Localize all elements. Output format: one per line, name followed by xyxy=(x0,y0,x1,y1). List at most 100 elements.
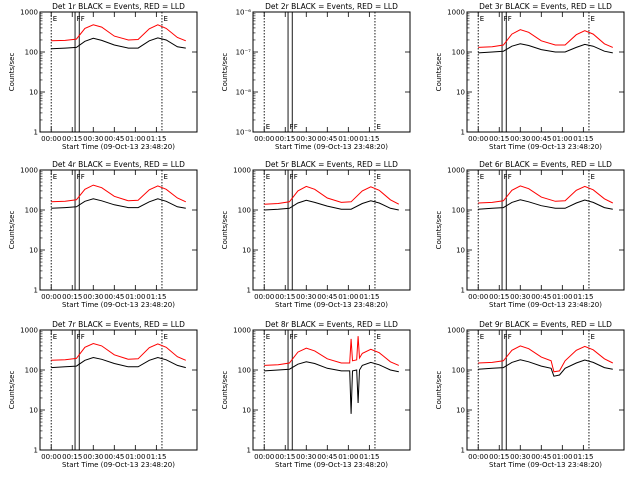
panel-title: Det 5r BLACK = Events, RED = LLD xyxy=(265,160,398,169)
x-tick-label: 00:45 xyxy=(531,135,551,143)
y-tick-label: 1 xyxy=(247,287,251,295)
y-tick-label: 1000 xyxy=(20,167,38,175)
y-axis-label: Counts/sec xyxy=(221,53,229,92)
y-tick-label: 1000 xyxy=(447,167,465,175)
x-tick-label: 00:30 xyxy=(83,293,103,301)
x-tick-label: 00:00 xyxy=(254,135,274,143)
y-tick-label: 1 xyxy=(34,287,38,295)
y-tick-label: 10 xyxy=(29,407,38,415)
marker-label: F xyxy=(504,333,508,341)
marker-label: E xyxy=(266,173,270,181)
x-tick-label: 01:00 xyxy=(338,453,358,461)
marker-label: E xyxy=(376,123,380,131)
y-axis-label: Counts/sec xyxy=(435,211,443,250)
x-tick-label: 01:00 xyxy=(338,293,358,301)
x-tick-label: 00:15 xyxy=(275,293,295,301)
x-tick-label: 00:15 xyxy=(489,135,509,143)
series-lld-line xyxy=(51,342,186,361)
x-tick-label: 00:30 xyxy=(296,453,316,461)
y-axis-label: Counts/sec xyxy=(435,53,443,92)
series-events-line xyxy=(264,361,399,414)
x-tick-label: 00:00 xyxy=(468,293,488,301)
y-tick-label: 10⁻⁶ xyxy=(236,9,252,17)
marker-label: E xyxy=(163,333,167,341)
x-tick-label: 01:15 xyxy=(359,135,379,143)
x-tick-label: 00:15 xyxy=(62,293,82,301)
x-tick-label: 00:30 xyxy=(296,293,316,301)
y-axis-label: Counts/sec xyxy=(221,371,229,410)
chart-panel-9: Det 9r BLACK = Events, RED = LLD 1 10 100 10… xyxy=(435,320,625,469)
chart-panel-8: Det 8r BLACK = Events, RED = LLD 1 10 100 10… xyxy=(221,320,411,469)
x-axis-label: Start Time (09-Oct-13 23:48:20) xyxy=(275,143,388,151)
x-tick-label: 01:15 xyxy=(146,135,166,143)
x-tick-label: 01:15 xyxy=(359,293,379,301)
x-tick-label: 00:30 xyxy=(510,293,530,301)
y-tick-label: 100 xyxy=(452,367,465,375)
series-lld-line xyxy=(51,24,186,42)
y-tick-label: 1000 xyxy=(233,327,251,335)
series-events-line xyxy=(51,198,186,209)
x-tick-label: 00:00 xyxy=(41,453,61,461)
marker-label: F xyxy=(504,173,508,181)
x-axis-label: Start Time (09-Oct-13 23:48:20) xyxy=(62,301,175,309)
x-tick-label: 00:30 xyxy=(83,453,103,461)
marker-label: E xyxy=(376,173,380,181)
marker-label: E xyxy=(590,15,594,23)
x-tick-label: 00:30 xyxy=(510,453,530,461)
panel-title: Det 4r BLACK = Events, RED = LLD xyxy=(52,160,185,169)
y-tick-label: 1000 xyxy=(233,167,251,175)
x-tick-label: 00:45 xyxy=(317,293,337,301)
y-tick-label: 10⁻⁸ xyxy=(236,89,252,97)
marker-label: F xyxy=(294,333,298,341)
marker-label: F xyxy=(81,15,85,23)
chart-panel-3: Det 3r BLACK = Events, RED = LLD 1 10 100 10… xyxy=(435,2,625,151)
panel-title: Det 7r BLACK = Events, RED = LLD xyxy=(52,320,185,329)
y-tick-label: 100 xyxy=(25,207,38,215)
x-tick-label: 00:00 xyxy=(41,293,61,301)
x-tick-label: 01:00 xyxy=(125,293,145,301)
y-tick-label: 10 xyxy=(242,407,251,415)
y-tick-label: 10 xyxy=(456,247,465,255)
y-tick-label: 1000 xyxy=(447,9,465,17)
x-tick-label: 00:15 xyxy=(275,135,295,143)
marker-label: E xyxy=(590,173,594,181)
marker-label: F xyxy=(508,15,512,23)
y-tick-label: 10⁻⁹ xyxy=(236,129,252,137)
series-events-line xyxy=(51,37,186,50)
marker-label: F xyxy=(508,173,512,181)
y-tick-label: 10 xyxy=(242,247,251,255)
chart-panel-7: Det 7r BLACK = Events, RED = LLD 1 10 100 10… xyxy=(8,320,198,469)
x-tick-label: 00:15 xyxy=(275,453,295,461)
marker-label: E xyxy=(163,173,167,181)
chart-panel-5: Det 5r BLACK = Events, RED = LLD 1 10 100 10… xyxy=(221,160,411,309)
plot-frame xyxy=(252,11,411,133)
marker-label: F xyxy=(290,123,294,131)
marker-label: F xyxy=(290,333,294,341)
x-tick-label: 00:30 xyxy=(296,135,316,143)
x-tick-label: 01:00 xyxy=(125,135,145,143)
y-tick-label: 100 xyxy=(452,207,465,215)
y-tick-label: 1 xyxy=(247,447,251,455)
marker-label: F xyxy=(77,333,81,341)
x-tick-label: 01:15 xyxy=(573,135,593,143)
chart-panel-4: Det 4r BLACK = Events, RED = LLD 1 10 100 10… xyxy=(8,160,198,309)
x-tick-label: 00:30 xyxy=(83,135,103,143)
marker-label: E xyxy=(376,333,380,341)
y-tick-label: 1 xyxy=(461,447,465,455)
panel-title: Det 6r BLACK = Events, RED = LLD xyxy=(479,160,612,169)
panel-title: Det 9r BLACK = Events, RED = LLD xyxy=(479,320,612,329)
x-tick-label: 00:45 xyxy=(104,453,124,461)
marker-label: F xyxy=(290,173,294,181)
x-tick-label: 01:00 xyxy=(552,135,572,143)
x-axis-label: Start Time (09-Oct-13 23:48:20) xyxy=(489,143,602,151)
x-tick-label: 00:45 xyxy=(104,135,124,143)
marker-label: F xyxy=(81,173,85,181)
x-tick-label: 00:00 xyxy=(254,293,274,301)
x-axis-label: Start Time (09-Oct-13 23:48:20) xyxy=(489,461,602,469)
marker-label: E xyxy=(480,333,484,341)
x-tick-label: 01:00 xyxy=(338,135,358,143)
y-axis-label: Counts/sec xyxy=(8,211,16,250)
x-tick-label: 00:45 xyxy=(531,293,551,301)
y-tick-label: 1 xyxy=(461,287,465,295)
